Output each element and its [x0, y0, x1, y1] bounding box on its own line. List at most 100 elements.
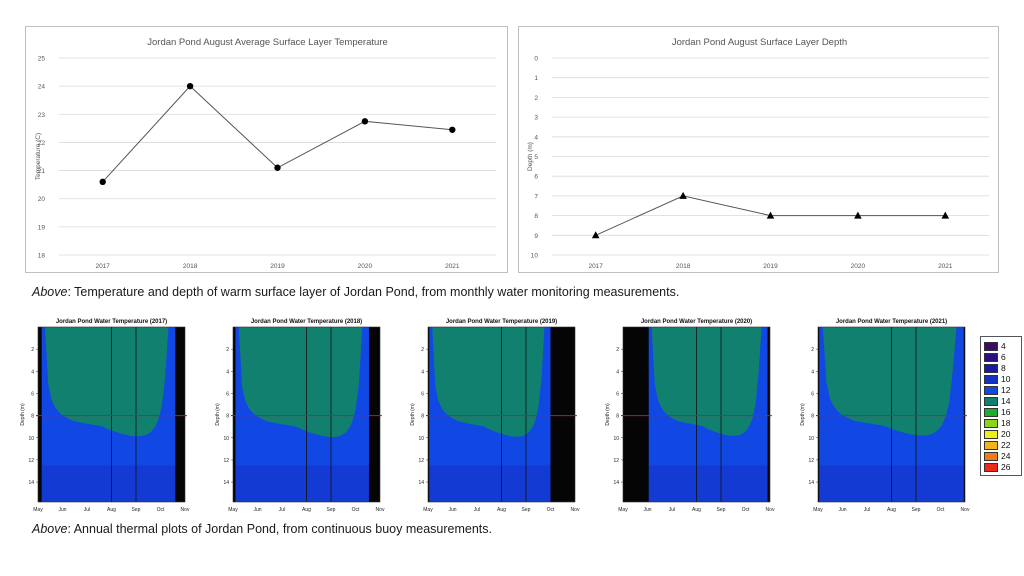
x-tick-label: May: [33, 507, 43, 513]
legend-swatch: [984, 430, 998, 439]
y-tick-label: 2: [31, 347, 34, 353]
data-point: [449, 126, 456, 133]
x-tick-label: Jun: [58, 507, 66, 513]
thermal-title: Jordan Pond Water Temperature (2020): [641, 319, 752, 325]
temperature-band: [41, 327, 176, 437]
caption-text: : Annual thermal plots of Jordan Pond, f…: [67, 522, 492, 536]
y-tick-label: 2: [811, 347, 814, 353]
legend-label: 16: [1001, 407, 1011, 417]
no-data-region: [623, 327, 649, 502]
y-tick-label: 4: [31, 369, 34, 375]
thermal-canvas: Jordan Pond Water Temperature (2020) 2 4 6 8…: [605, 319, 775, 513]
y-tick-label: 1: [534, 75, 538, 82]
y-tick-label: 3: [534, 115, 538, 122]
x-tick-label: Aug: [497, 507, 506, 513]
y-axis-label: Depth (m): [527, 142, 534, 171]
y-tick-label: 8: [616, 414, 619, 420]
x-tick-label: Jul: [474, 507, 480, 513]
y-tick-label: 0: [534, 56, 538, 63]
data-point: [766, 211, 775, 219]
y-tick-label: 14: [418, 480, 424, 486]
y-tick-label: 7: [534, 193, 538, 200]
legend-entry: 16: [984, 407, 1022, 418]
thermal-title: Jordan Pond Water Temperature (2019): [446, 319, 557, 325]
no-data-region: [38, 327, 42, 502]
thermal-plot-2017: Jordan Pond Water Temperature (2017) 2 4 6 8…: [18, 314, 194, 524]
thermal-canvas: Jordan Pond Water Temperature (2021) 2 4 6 8…: [800, 319, 970, 513]
no-data-region: [175, 327, 185, 502]
y-tick-label: 8: [226, 414, 229, 420]
chart-title: Jordan Pond August Average Surface Layer…: [147, 37, 387, 48]
x-tick-label: Aug: [887, 507, 896, 513]
y-tick-label: 21: [38, 168, 46, 175]
legend-swatch: [984, 342, 998, 351]
legend-label: 4: [1001, 341, 1006, 351]
y-tick-label: 4: [616, 369, 619, 375]
x-tick-label: 2017: [95, 263, 110, 270]
y-axis-label: Depth (m): [215, 403, 221, 426]
no-data-region: [428, 327, 430, 502]
x-tick-label: Jul: [669, 507, 675, 513]
y-tick-label: 22: [38, 140, 46, 147]
y-tick-label: 8: [421, 414, 424, 420]
thermal-canvas: Jordan Pond Water Temperature (2019) 2 4 6 8…: [410, 319, 580, 513]
caption-lead: Above: [32, 522, 68, 536]
y-tick-label: 4: [421, 369, 424, 375]
plot-frame: [232, 326, 381, 503]
y-tick-label: 2: [421, 347, 424, 353]
thermal-title: Jordan Pond Water Temperature (2017): [56, 319, 167, 325]
no-data-region: [818, 327, 820, 502]
x-tick-label: Jul: [279, 507, 285, 513]
x-tick-label: Oct: [937, 507, 945, 513]
legend-swatch: [984, 463, 998, 472]
y-tick-label: 8: [31, 414, 34, 420]
y-tick-label: 10: [613, 436, 619, 442]
thermal-plot-2020: Jordan Pond Water Temperature (2020) 2 4 6 8…: [603, 314, 779, 524]
legend-label: 18: [1001, 418, 1011, 428]
x-tick-label: Jul: [84, 507, 90, 513]
data-point: [361, 118, 369, 125]
depth-line-chart: Jordan Pond August Surface Layer Depth 0 1…: [518, 26, 999, 273]
caption-monthly-monitoring: Above: Temperature and depth of warm sur…: [32, 285, 679, 299]
legend-label: 6: [1001, 352, 1006, 362]
legend-label: 12: [1001, 385, 1011, 395]
x-tick-label: Sep: [522, 507, 531, 513]
legend-swatch: [984, 375, 998, 384]
x-tick-label: Oct: [352, 507, 360, 513]
legend-entry: 18: [984, 418, 1022, 429]
plot-frame: [37, 326, 186, 503]
legend-swatch: [984, 386, 998, 395]
temperature-band: [648, 327, 768, 436]
legend-entry: 24: [984, 451, 1022, 462]
y-tick-label: 10: [531, 253, 539, 260]
y-axis-label: Depth (m): [410, 403, 416, 426]
x-tick-label: 2020: [851, 263, 866, 270]
x-tick-label: 2019: [763, 263, 778, 270]
data-point: [186, 82, 194, 90]
data-point: [274, 164, 281, 171]
y-tick-label: 4: [534, 134, 538, 141]
legend-swatch: [984, 397, 998, 406]
x-tick-label: 2021: [938, 263, 953, 270]
thermal-canvas: Jordan Pond Water Temperature (2017) 2 4 6 8…: [20, 319, 190, 513]
legend-entry: 12: [984, 385, 1022, 396]
x-tick-label: 2017: [588, 263, 603, 270]
y-tick-label: 14: [28, 480, 34, 486]
y-tick-label: 10: [223, 436, 229, 442]
x-tick-label: Jun: [643, 507, 651, 513]
y-axis-label: Depth (m): [605, 403, 611, 426]
y-tick-label: 8: [534, 213, 538, 220]
legend-label: 26: [1001, 462, 1011, 472]
legend-swatch: [984, 408, 998, 417]
legend-entry: 14: [984, 396, 1022, 407]
data-point: [591, 231, 600, 239]
y-tick-label: 4: [226, 369, 229, 375]
no-data-region: [767, 327, 770, 502]
temperature-band: [235, 327, 369, 438]
x-tick-label: Nov: [571, 507, 580, 513]
y-tick-label: 20: [38, 196, 46, 203]
x-tick-label: Aug: [692, 507, 701, 513]
y-tick-label: 23: [38, 112, 46, 119]
thermal-plot-2019: Jordan Pond Water Temperature (2019) 2 4 6 8…: [408, 314, 584, 524]
x-tick-label: Nov: [766, 507, 775, 513]
